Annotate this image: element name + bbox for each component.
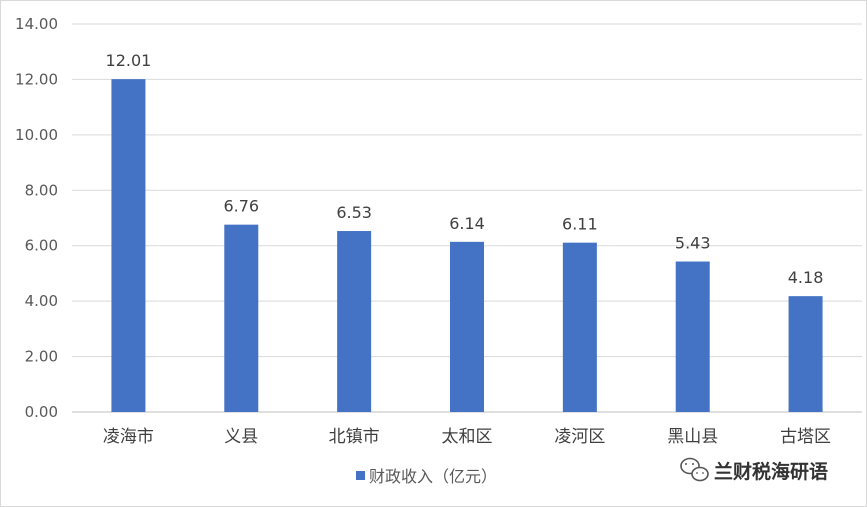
- bar: [224, 224, 259, 412]
- legend: 财政收入（亿元）: [356, 467, 497, 486]
- category-label: 凌海市: [103, 427, 154, 447]
- data-label: 5.43: [675, 234, 711, 253]
- y-tick-label: 0.00: [25, 403, 58, 421]
- bar: [562, 242, 597, 412]
- legend-swatch: [356, 471, 365, 480]
- category-label: 凌河区: [554, 427, 605, 447]
- wechat-icon: [680, 457, 709, 482]
- y-tick-label: 6.00: [25, 237, 58, 255]
- category-label: 义县: [224, 427, 258, 447]
- data-label: 6.14: [449, 214, 485, 233]
- bar: [788, 296, 823, 412]
- y-axis-ticks: 0.00 2.00 4.00 6.00 8.00 10.00 12.00 14.00: [15, 15, 58, 421]
- legend-label: 财政收入（亿元）: [369, 467, 497, 486]
- y-tick-label: 4.00: [25, 292, 58, 310]
- data-label: 6.76: [223, 197, 259, 216]
- data-label: 4.18: [788, 268, 824, 287]
- data-label: 6.11: [562, 215, 598, 234]
- y-tick-label: 12.00: [15, 70, 58, 88]
- bar: [337, 231, 372, 412]
- y-tick-label: 2.00: [25, 348, 58, 366]
- gridlines: [72, 23, 862, 413]
- bar: [675, 261, 710, 412]
- y-tick-label: 14.00: [15, 15, 58, 33]
- category-label: 黑山县: [667, 427, 718, 447]
- data-label: 12.01: [106, 51, 152, 70]
- bar: [111, 79, 146, 412]
- y-tick-label: 10.00: [15, 126, 58, 144]
- data-label: 6.53: [336, 203, 372, 222]
- category-label: 北镇市: [329, 427, 380, 447]
- category-label: 古塔区: [780, 427, 831, 447]
- watermark-text: 兰财税海研语: [714, 460, 828, 483]
- watermark: 兰财税海研语: [680, 457, 828, 483]
- x-axis-categories: 凌海市 义县 北镇市 太和区 凌河区 黑山县 古塔区: [103, 427, 831, 447]
- data-labels: 12.01 6.76 6.53 6.14 6.11 5.43 4.18: [106, 51, 824, 287]
- category-label: 太和区: [442, 427, 493, 447]
- y-tick-label: 8.00: [25, 181, 58, 199]
- bar: [450, 241, 484, 412]
- bars: [111, 79, 823, 412]
